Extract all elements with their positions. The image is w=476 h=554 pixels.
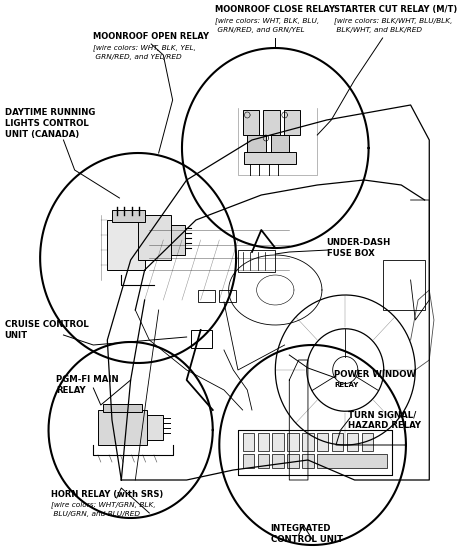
Text: INTEGRATED: INTEGRATED [271,524,331,533]
Bar [258,454,269,468]
Bar [362,433,373,451]
Bar [191,330,212,348]
Text: UNIT (CANADA): UNIT (CANADA) [5,130,79,139]
Text: STARTER CUT RELAY (M/T): STARTER CUT RELAY (M/T) [334,5,457,14]
Bar [302,454,314,468]
Text: PGM-FI MAIN: PGM-FI MAIN [56,375,119,384]
Bar [288,433,298,451]
Bar [263,110,280,135]
Text: [wire colors: WHT/GRN, BLK,: [wire colors: WHT/GRN, BLK, [51,501,156,508]
Text: TURN SIGNAL/: TURN SIGNAL/ [348,410,416,419]
Bar [332,433,343,451]
Bar [317,433,328,451]
Text: [wire colors: BLK/WHT, BLU/BLK,: [wire colors: BLK/WHT, BLU/BLK, [334,17,453,24]
Text: UNIT: UNIT [5,331,28,340]
Bar [302,433,314,451]
Bar [258,433,269,451]
Bar [243,454,254,468]
Text: BLK/WHT, and BLK/RED: BLK/WHT, and BLK/RED [334,27,422,33]
Bar [272,433,284,451]
Bar [238,250,275,272]
Bar [347,433,358,451]
Bar [107,220,145,270]
Text: [wire colors: WHT, BLK, BLU,: [wire colors: WHT, BLK, BLU, [215,17,319,24]
Bar [103,404,142,412]
Bar [272,454,284,468]
Text: RELAY: RELAY [56,386,86,395]
Bar [238,430,392,475]
Text: CRUISE CONTROL: CRUISE CONTROL [5,320,89,329]
Text: DAYTIME RUNNING: DAYTIME RUNNING [5,108,95,117]
Bar [317,454,387,468]
Text: HAZARD RELAY: HAZARD RELAY [348,421,421,430]
Text: CONTROL UNIT: CONTROL UNIT [271,535,343,544]
Bar [238,430,392,475]
Bar [271,135,289,153]
Bar [219,290,236,302]
Text: POWER WINDOW: POWER WINDOW [334,370,416,379]
Text: HORN RELAY (with SRS): HORN RELAY (with SRS) [51,490,164,499]
Bar [98,410,147,445]
Text: RELAY: RELAY [334,382,358,388]
Polygon shape [107,105,429,480]
Bar [284,110,300,135]
Text: MOONROOF CLOSE RELAY: MOONROOF CLOSE RELAY [215,5,335,14]
Text: GRN/RED, and YEL/RED: GRN/RED, and YEL/RED [93,54,182,60]
Bar [245,152,296,164]
Text: GRN/RED, and GRN/YEL: GRN/RED, and GRN/YEL [215,27,304,33]
Bar [171,225,185,255]
Bar [383,260,425,310]
Text: LIGHTS CONTROL: LIGHTS CONTROL [5,119,89,128]
Text: [wire colors: WHT, BLK, YEL,: [wire colors: WHT, BLK, YEL, [93,44,196,51]
Text: FUSE BOX: FUSE BOX [327,249,374,258]
Bar [147,415,163,440]
Bar [198,290,215,302]
Text: UNDER-DASH: UNDER-DASH [327,238,391,247]
Bar [248,135,266,153]
Text: BLU/GRN, and BLU/RED: BLU/GRN, and BLU/RED [51,511,140,517]
Bar [112,210,145,222]
Text: MOONROOF OPEN RELAY: MOONROOF OPEN RELAY [93,32,209,41]
Bar [138,215,171,260]
Bar [288,454,298,468]
Bar [243,433,254,451]
Bar [243,110,259,135]
